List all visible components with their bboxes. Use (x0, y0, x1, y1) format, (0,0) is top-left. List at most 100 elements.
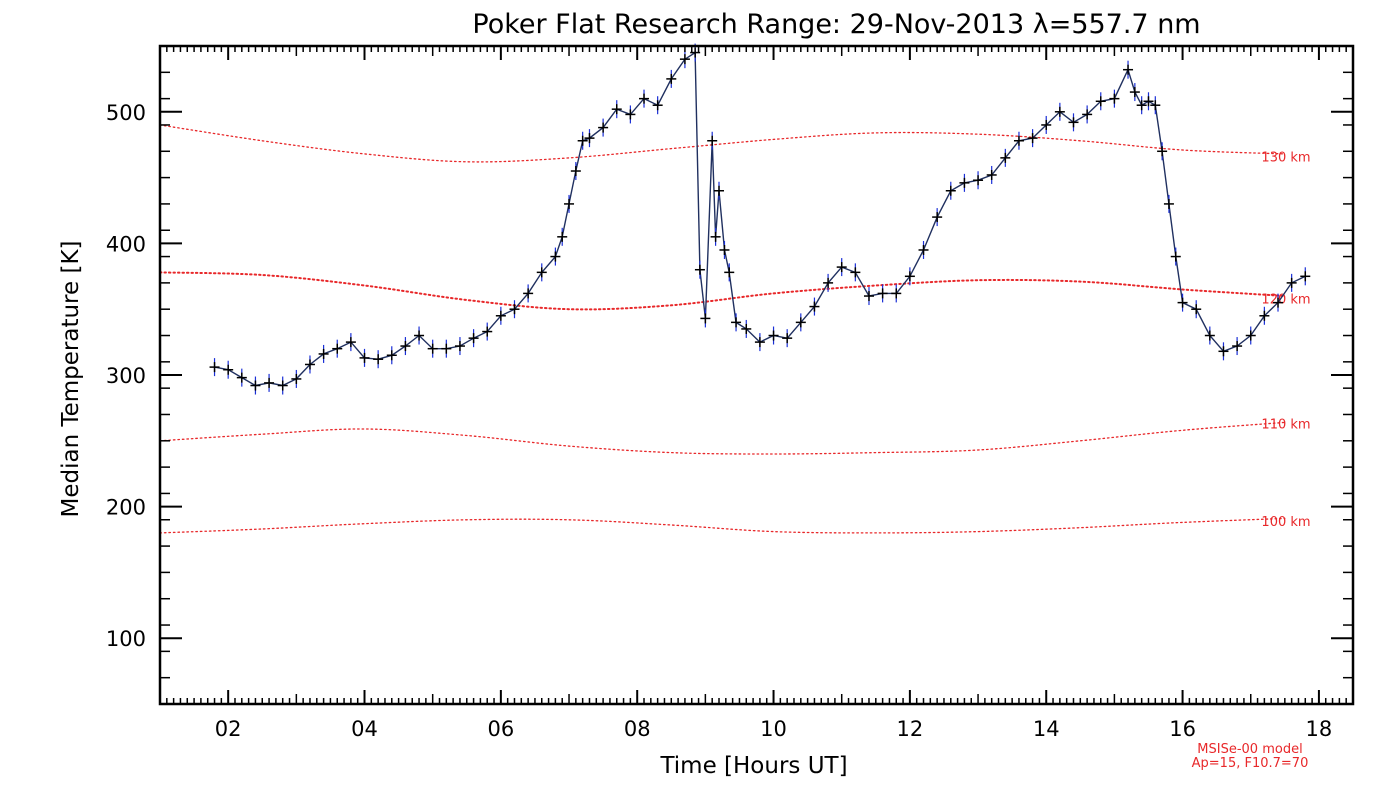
data-point (523, 288, 534, 299)
data-point (724, 267, 735, 278)
data-point (707, 135, 718, 146)
data-point (557, 231, 568, 242)
data-point (836, 262, 847, 273)
x-tick-label: 04 (351, 717, 378, 741)
data-point (986, 169, 997, 180)
y-tick-label: 500 (106, 101, 146, 125)
data-point (904, 271, 915, 282)
data-point (611, 104, 622, 115)
data-point (373, 354, 384, 365)
data-point (809, 301, 820, 312)
data-point (304, 359, 315, 370)
data-point (577, 135, 588, 146)
data-point (959, 177, 970, 188)
data-point (318, 348, 329, 359)
data-point (918, 244, 929, 255)
data-point (932, 212, 943, 223)
data-point (332, 343, 343, 354)
data-point (1082, 109, 1093, 120)
x-tick-label: 16 (1169, 717, 1196, 741)
x-axis-label: Time [Hours UT] (659, 753, 847, 779)
data-series (209, 43, 1311, 395)
data-point (345, 337, 356, 348)
data-point (768, 330, 779, 341)
data-point (945, 185, 956, 196)
data-point (782, 333, 793, 344)
data-point (652, 100, 663, 111)
data-point (1123, 64, 1134, 75)
data-point (250, 380, 261, 391)
data-point (863, 291, 874, 302)
model-curves: 130 km 120 km 110 km 100 km (159, 124, 1311, 534)
data-point (1218, 346, 1229, 357)
data-point (509, 304, 520, 315)
data-point (1170, 251, 1181, 262)
data-point (1136, 100, 1147, 111)
data-point (1095, 96, 1106, 107)
data-point (1286, 277, 1297, 288)
data-point (710, 231, 721, 242)
data-point (1177, 297, 1188, 308)
model-curve-100km (159, 517, 1286, 534)
data-point (1041, 119, 1052, 130)
x-tick-label: 12 (897, 717, 924, 741)
data-point (223, 364, 234, 375)
model-curve-label: 130 km (1261, 151, 1310, 166)
data-point (1191, 304, 1202, 315)
model-note-line-2: Ap=15, F10.7=70 (1192, 756, 1309, 771)
data-point (850, 267, 861, 278)
data-point (1000, 152, 1011, 163)
data-point (441, 343, 452, 354)
data-point (564, 198, 575, 209)
data-point (714, 185, 725, 196)
x-tick-label: 06 (487, 717, 514, 741)
y-tick-label: 200 (106, 496, 146, 520)
y-axis-label: Median Temperature [K] (58, 241, 84, 518)
plot-axes: 02 04 06 08 10 12 14 16 18 100 200 300 400 500 (106, 44, 1355, 741)
data-point (666, 73, 677, 84)
data-point (359, 352, 370, 363)
model-note-line-1: MSISe-00 model (1197, 742, 1302, 757)
model-curve-label: 120 km (1261, 293, 1310, 308)
data-point (1143, 96, 1154, 107)
y-tick-label: 400 (106, 232, 146, 256)
data-point (1300, 271, 1311, 282)
data-point (679, 54, 690, 65)
data-point (795, 317, 806, 328)
x-tick-label: 10 (760, 717, 787, 741)
model-curve-130km (159, 124, 1286, 163)
data-point (741, 323, 752, 334)
data-point (1245, 330, 1256, 341)
data-point (570, 166, 581, 177)
data-point (1129, 87, 1140, 98)
data-point (731, 317, 742, 328)
data-point (536, 267, 547, 278)
data-point (877, 288, 888, 299)
data-point (264, 377, 275, 388)
data-point (468, 333, 479, 344)
data-point (891, 288, 902, 299)
data-point (690, 47, 701, 58)
x-tick-label: 08 (624, 717, 651, 741)
data-point (291, 373, 302, 384)
data-point (1054, 106, 1065, 117)
data-point (625, 109, 636, 120)
data-point (823, 277, 834, 288)
data-point (1259, 310, 1270, 321)
data-point (700, 313, 711, 324)
x-tick-label: 02 (215, 717, 242, 741)
data-point (414, 330, 425, 341)
data-point (1232, 341, 1243, 352)
model-curve-label: 100 km (1261, 515, 1310, 530)
data-point (1273, 297, 1284, 308)
y-tick-label: 300 (106, 364, 146, 388)
x-tick-label: 14 (1033, 717, 1060, 741)
data-point (236, 372, 247, 383)
data-point (427, 343, 438, 354)
data-point (386, 350, 397, 361)
data-point (1013, 135, 1024, 146)
data-point (1204, 330, 1215, 341)
data-point (598, 122, 609, 133)
data-point (1109, 93, 1120, 104)
